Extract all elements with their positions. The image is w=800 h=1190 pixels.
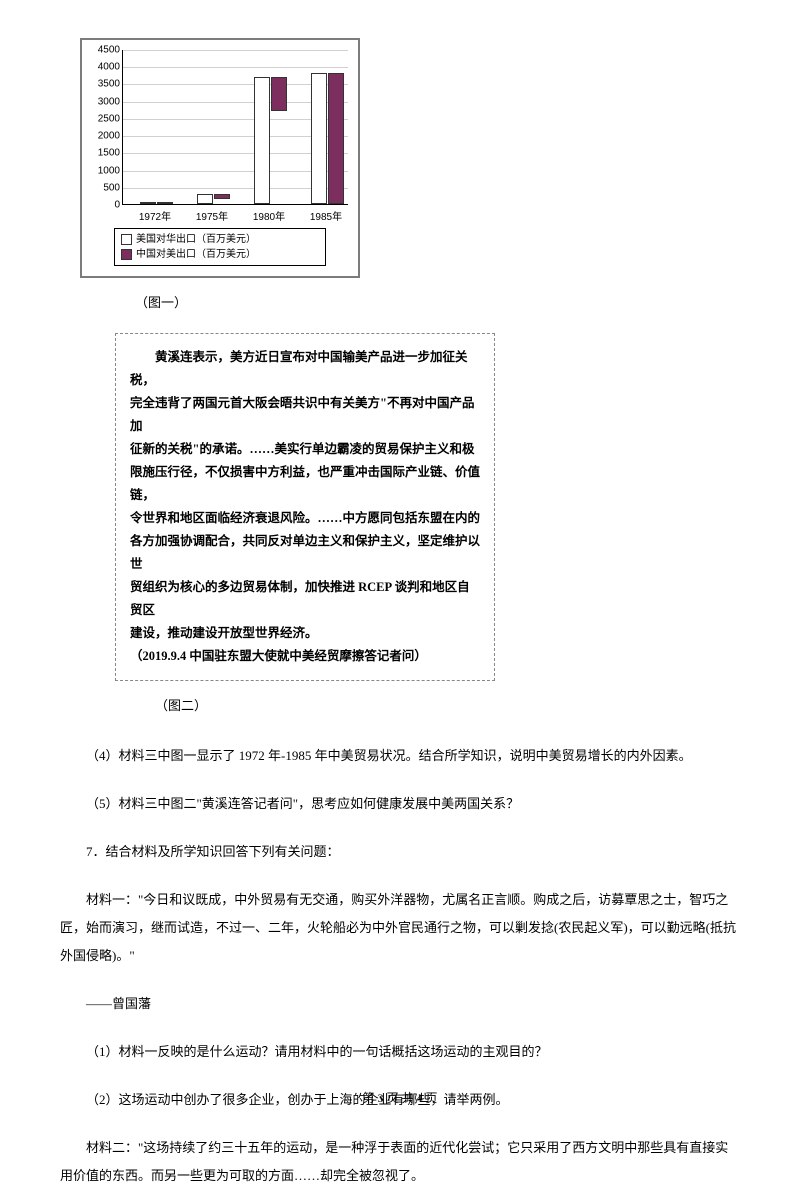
chart-xtick-label: 1985年 (301, 208, 351, 223)
chart-bar (271, 77, 287, 111)
quote-citation: （2019.9.4 中国驻东盟大使就中美经贸摩擦答记者问） (130, 645, 480, 668)
chart-gridline (123, 67, 348, 68)
legend-row: 美国对华出口（百万美元） (121, 232, 319, 247)
chart-bar (197, 194, 213, 204)
quote-line: 各方加强协调配合，共同反对单边主义和保护主义，坚定维护以世 (130, 530, 480, 576)
question-7-header: 7．结合材料及所学知识回答下列有关问题： (60, 838, 740, 866)
question-5: （5）材料三中图二"黄溪连答记者问"，思考应如何健康发展中美两国关系？ (60, 790, 740, 818)
chart-bar (328, 73, 344, 204)
material-2: 材料二："这场持续了约三十五年的运动，是一种浮于表面的近代化尝试；它只采用了西方… (60, 1134, 740, 1190)
quote-line: 征新的关税"的承诺。……美实行单边霸凌的贸易保护主义和极 (130, 438, 480, 461)
quote-line: 限施压行径，不仅损害中方利益，也严重冲击国际产业链、价值链， (130, 461, 480, 507)
legend-row: 中国对美出口（百万美元） (121, 247, 319, 262)
quote-box: 黄溪连表示，美方近日宣布对中国输美产品进一步加征关税， 完全违背了两国元首大阪会… (115, 333, 495, 681)
chart-gridline (123, 50, 348, 51)
question-1: （1）材料一反映的是什么运动？请用材料中的一句话概括这场运动的主观目的？ (60, 1038, 740, 1066)
chart-ytick-label: 0 (86, 200, 120, 211)
quote-line: 完全违背了两国元首大阪会晤共识中有关美方"不再对中国产品加 (130, 392, 480, 438)
chart-ytick-label: 1500 (86, 148, 120, 159)
chart-bar (214, 194, 230, 199)
material-1: 材料一："今日和议既成，中外贸易有无交通，购买外洋器物，尤属名正言顺。购成之后，… (60, 886, 740, 970)
chart-xtick-label: 1972年 (130, 208, 180, 223)
chart-bar-group (190, 194, 236, 204)
legend-label: 美国对华出口（百万美元） (136, 232, 256, 247)
chart-bar-group (304, 73, 350, 204)
chart-plot-area: 050010001500200025003000350040004500 (122, 50, 348, 205)
page-footer: 第 3 页 共 4 页 (0, 1089, 800, 1106)
material-1-author: ——曾国藩 (60, 990, 740, 1018)
chart-bar (311, 73, 327, 204)
chart-ytick-label: 500 (86, 182, 120, 193)
chart-xtick-label: 1975年 (187, 208, 237, 223)
chart-ytick-label: 1000 (86, 165, 120, 176)
quote-line: 黄溪连表示，美方近日宣布对中国输美产品进一步加征关税， (130, 346, 480, 392)
chart-bar (157, 202, 173, 204)
legend-swatch-us-exports (121, 234, 132, 245)
trade-bar-chart: 050010001500200025003000350040004500 美国对… (80, 38, 360, 278)
figure-1-label: （图一） (135, 292, 740, 311)
quote-line: 建设，推动建设开放型世界经济。 (130, 622, 480, 645)
chart-ytick-label: 3500 (86, 79, 120, 90)
question-4: （4）材料三中图一显示了 1972 年-1985 年中美贸易状况。结合所学知识，… (60, 742, 740, 770)
figure-2-label: （图二） (155, 695, 740, 714)
quote-line: 贸组织为核心的多边贸易体制，加快推进 RCEP 谈判和地区自贸区 (130, 576, 480, 622)
chart-ytick-label: 3000 (86, 96, 120, 107)
chart-bar (254, 77, 270, 204)
chart-ytick-label: 4000 (86, 62, 120, 73)
legend-swatch-china-exports (121, 249, 132, 260)
chart-bar-group (133, 202, 179, 204)
chart-legend: 美国对华出口（百万美元） 中国对美出口（百万美元） (114, 228, 326, 266)
legend-label: 中国对美出口（百万美元） (136, 247, 256, 262)
chart-bar-group (247, 77, 293, 204)
chart-ytick-label: 2500 (86, 113, 120, 124)
chart-bar (140, 202, 156, 204)
chart-xtick-label: 1980年 (244, 208, 294, 223)
quote-line: 令世界和地区面临经济衰退风险。……中方愿同包括东盟在内的 (130, 507, 480, 530)
chart-ytick-label: 4500 (86, 45, 120, 56)
chart-ytick-label: 2000 (86, 131, 120, 142)
